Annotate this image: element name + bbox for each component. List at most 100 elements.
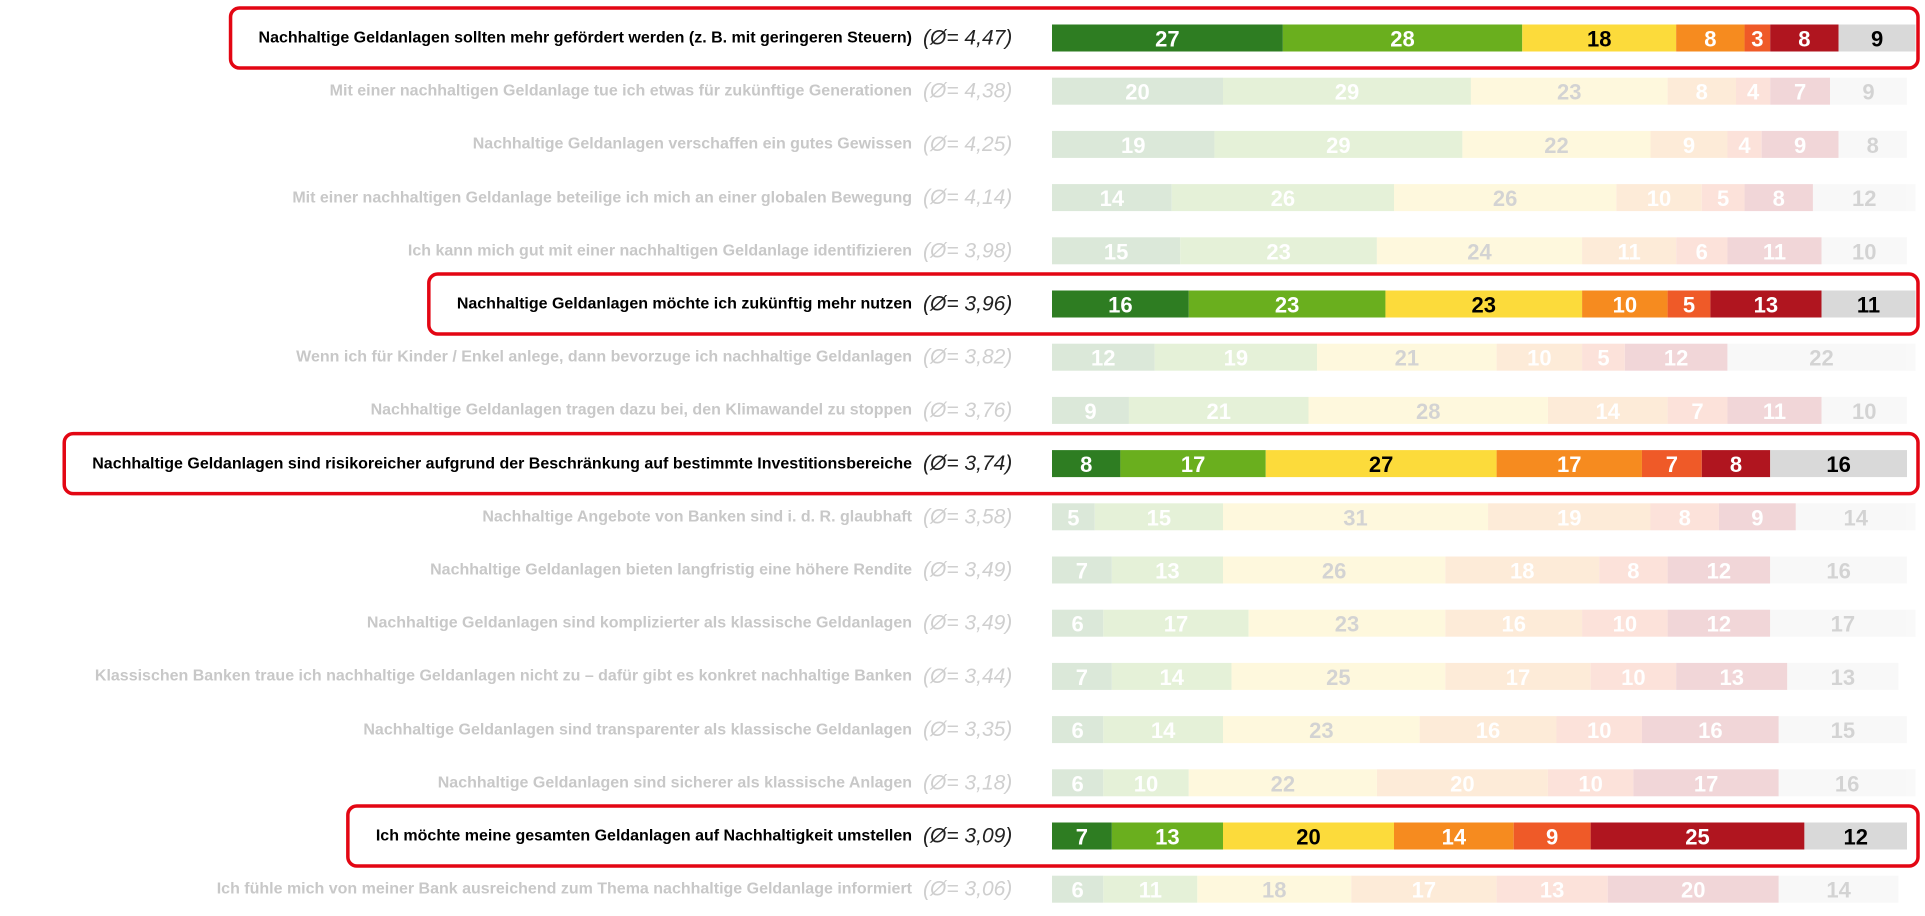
value-label: 14 [1100, 186, 1125, 211]
bar-segment [1778, 769, 1916, 797]
value-label: 14 [1596, 399, 1621, 424]
bar-row: 7 14 25 17 10 13 13 [1052, 662, 1899, 690]
value-label: 26 [1493, 186, 1517, 211]
bar-segment [1052, 77, 1223, 105]
average-label: (Ø= 3,98) [923, 239, 1012, 262]
row-label: Mit einer nachhaltigen Geldanlage beteil… [32, 188, 912, 207]
value-label: 7 [1666, 452, 1678, 477]
average-label: (Ø= 4,14) [923, 186, 1012, 209]
bar-segment [1154, 343, 1318, 371]
bar-row: 6 10 22 20 10 17 16 [1052, 769, 1916, 797]
value-label: 31 [1343, 505, 1367, 530]
bar-segment [1223, 556, 1446, 584]
row-label-text: Nachhaltige Geldanlagen sind risikoreich… [92, 455, 912, 473]
bar-segment [1830, 77, 1907, 105]
bar-segment [1103, 716, 1223, 744]
row-label: Nachhaltige Geldanlagen sind risikoreich… [32, 454, 912, 473]
highlight-boxes [62, 6, 1920, 868]
row-label-text: Nachhaltige Geldanlagen sind sicherer al… [437, 774, 912, 792]
bar-segment [1111, 556, 1223, 584]
value-label: 5 [1683, 293, 1695, 318]
bar-segment [1804, 822, 1907, 850]
value-label: 10 [1621, 665, 1645, 690]
row-label-text: Nachhaltige Geldanlagen verschaffen ein … [472, 135, 912, 153]
value-label: 20 [1125, 80, 1149, 105]
bar-segment [1419, 716, 1557, 744]
row-label: Nachhaltige Geldanlagen sollten mehr gef… [32, 29, 912, 48]
bar-segment [1607, 875, 1779, 903]
bar-segment [1744, 24, 1771, 52]
value-label: 14 [1826, 878, 1851, 903]
bar-row: 7 13 26 18 8 12 16 [1052, 556, 1907, 584]
bar-segment [1727, 396, 1822, 424]
bar-segment [1599, 556, 1668, 584]
average-label: (Ø= 3,35) [923, 718, 1012, 741]
average-label: (Ø= 3,44) [923, 665, 1012, 688]
value-label: 7 [1076, 559, 1088, 584]
bar-segment [1522, 24, 1677, 52]
bar-segment [1248, 609, 1446, 637]
value-label: 6 [1696, 239, 1708, 264]
value-label: 10 [1852, 399, 1876, 424]
bar-segment [1710, 290, 1822, 318]
value-label: 16 [1476, 718, 1500, 743]
highlight-box [427, 272, 1920, 336]
bar-segment [1171, 184, 1394, 212]
bar-segment [1778, 716, 1907, 744]
highlight-box [228, 6, 1920, 70]
value-label: 29 [1335, 80, 1359, 105]
value-label: 10 [1613, 612, 1637, 637]
bar-segment [1052, 769, 1104, 797]
bar-segment [1385, 290, 1583, 318]
average-label: (Ø= 3,18) [923, 771, 1012, 794]
value-label: 10 [1578, 771, 1602, 796]
value-label: 9 [1871, 27, 1883, 52]
bar-segment [1052, 396, 1129, 424]
bar-segment [1488, 503, 1651, 531]
bar-segment [1120, 450, 1266, 478]
row-label-text: Nachhaltige Geldanlagen möchte ich zukün… [456, 295, 912, 313]
row-label: Nachhaltige Angebote von Banken sind i. … [32, 507, 912, 526]
value-label: 13 [1754, 293, 1778, 318]
value-label: 14 [1151, 718, 1176, 743]
bar-segment [1582, 343, 1625, 371]
value-label: 9 [1546, 825, 1558, 850]
bar-row: 19 29 22 9 4 9 8 [1052, 130, 1907, 158]
bar-segment [1188, 290, 1386, 318]
value-label: 24 [1467, 239, 1492, 264]
value-label: 11 [1763, 399, 1786, 424]
value-label: 9 [1751, 505, 1763, 530]
value-label: 8 [1730, 452, 1742, 477]
row-label: Nachhaltige Geldanlagen bieten langfrist… [32, 561, 912, 580]
bar-segment [1052, 662, 1112, 690]
bar-segment [1616, 184, 1702, 212]
value-label: 26 [1322, 559, 1346, 584]
bar-segment [1676, 662, 1788, 690]
value-label: 16 [1826, 559, 1850, 584]
bar-segment [1223, 503, 1489, 531]
average-label: (Ø= 3,74) [923, 452, 1012, 475]
bar-segment [1547, 396, 1668, 424]
bar-segment [1317, 343, 1497, 371]
average-label: (Ø= 3,96) [923, 293, 1012, 316]
bar-segment [1701, 184, 1745, 212]
value-label: 16 [1108, 293, 1132, 318]
bar-segment [1214, 130, 1463, 158]
bar-segment [1394, 184, 1617, 212]
value-label: 23 [1472, 293, 1496, 318]
value-label: 19 [1121, 133, 1145, 158]
value-label: 11 [1763, 239, 1786, 264]
bar-segment [1188, 769, 1377, 797]
row-label: Ich fühle mich von meiner Bank ausreiche… [32, 880, 912, 899]
value-label: 12 [1707, 559, 1731, 584]
bar-row: 27 28 18 8 3 8 9 [1052, 24, 1916, 52]
value-label: 14 [1159, 665, 1184, 690]
bar-segment [1547, 769, 1634, 797]
value-label: 29 [1326, 133, 1350, 158]
average-label: (Ø= 3,09) [923, 825, 1012, 848]
bar-segment [1590, 662, 1677, 690]
value-label: 5 [1717, 186, 1729, 211]
bar-row: 14 26 26 10 5 8 12 [1052, 184, 1916, 212]
value-label: 11 [1139, 878, 1162, 903]
bar-segment [1770, 609, 1916, 637]
